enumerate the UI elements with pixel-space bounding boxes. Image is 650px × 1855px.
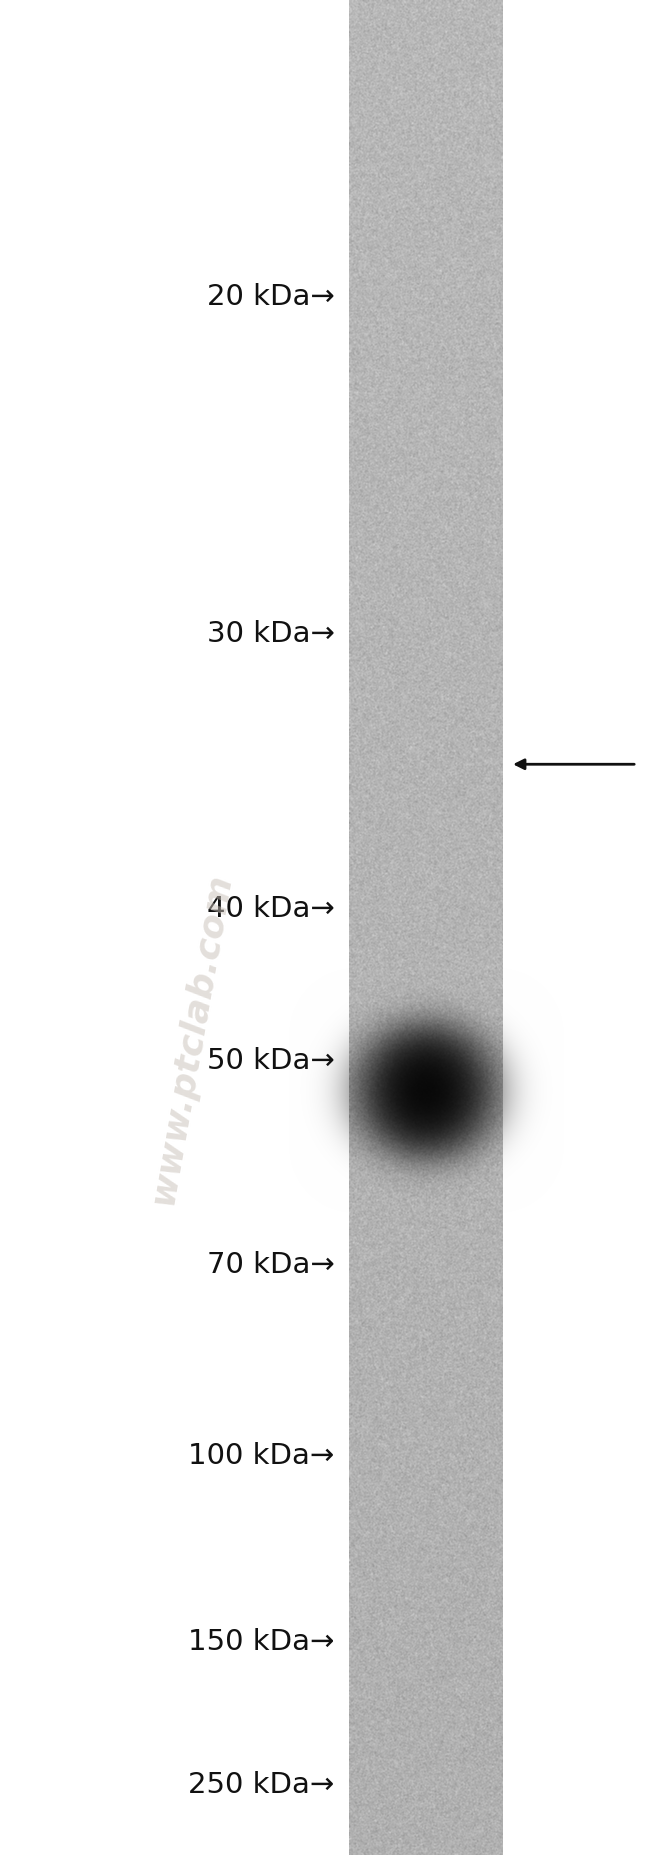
Text: 70 kDa→: 70 kDa→ bbox=[207, 1250, 335, 1280]
Text: 100 kDa→: 100 kDa→ bbox=[188, 1441, 335, 1471]
Text: 20 kDa→: 20 kDa→ bbox=[207, 282, 335, 312]
Text: 40 kDa→: 40 kDa→ bbox=[207, 894, 335, 924]
Text: 250 kDa→: 250 kDa→ bbox=[188, 1770, 335, 1799]
Text: 50 kDa→: 50 kDa→ bbox=[207, 1046, 335, 1076]
Text: www.ptclab.com: www.ptclab.com bbox=[146, 870, 238, 1208]
Text: 150 kDa→: 150 kDa→ bbox=[188, 1627, 335, 1657]
Text: 30 kDa→: 30 kDa→ bbox=[207, 620, 335, 649]
